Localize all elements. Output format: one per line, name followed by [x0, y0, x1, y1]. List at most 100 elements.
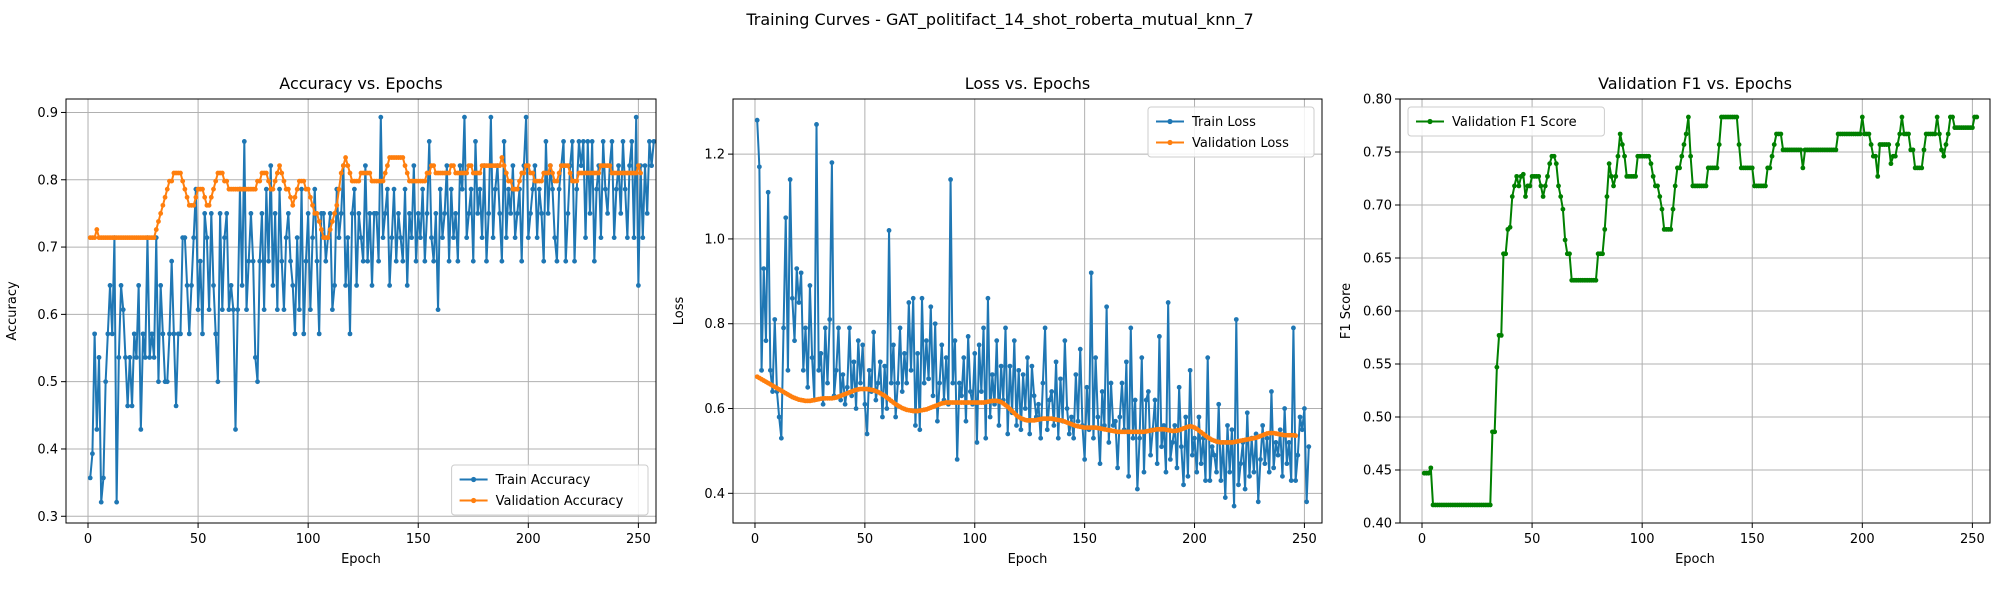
data-point [1527, 183, 1533, 189]
data-point [1214, 469, 1219, 475]
data-point [875, 380, 881, 386]
y-tick-label: 0.3 [37, 510, 58, 525]
data-point [1655, 183, 1660, 189]
data-point [536, 186, 542, 192]
data-point [983, 435, 989, 441]
data-point [860, 342, 866, 348]
data-point [1897, 131, 1903, 137]
data-point [937, 380, 942, 386]
data-point [281, 307, 287, 313]
data-point [257, 258, 263, 264]
data-point [307, 194, 313, 200]
data-point [794, 266, 800, 271]
data-point [1288, 478, 1294, 483]
data-point [360, 258, 366, 264]
data-point [1183, 414, 1189, 420]
data-point [1512, 183, 1517, 189]
data-point [329, 219, 335, 224]
data-point [1262, 461, 1268, 467]
data-point [992, 401, 997, 407]
data-point [98, 499, 104, 505]
data-point [1027, 431, 1033, 437]
data-point [1258, 457, 1263, 462]
data-point [1494, 364, 1500, 370]
data-point [926, 376, 931, 382]
y-tick-label: 1.0 [704, 232, 725, 247]
data-point [928, 304, 934, 310]
data-point [149, 331, 155, 337]
data-point [1117, 414, 1123, 420]
y-tick-label: 0.75 [1363, 146, 1392, 161]
data-point [1176, 384, 1182, 390]
data-point [855, 338, 861, 344]
data-point [840, 372, 846, 377]
legend: Train Accuracy Validation Accuracy [451, 464, 649, 516]
data-point [393, 258, 399, 264]
data-point [1225, 423, 1230, 428]
data-point [180, 178, 186, 184]
data-point [431, 163, 437, 169]
series-train-accuracy [87, 114, 656, 505]
data-point [87, 475, 93, 481]
x-tick-label: 150 [1072, 532, 1097, 547]
data-point [1540, 194, 1546, 199]
data-point [345, 163, 351, 169]
data-point [349, 211, 355, 216]
data-point [882, 363, 888, 369]
data-point [908, 367, 914, 373]
data-point [1036, 401, 1041, 407]
data-point [1174, 465, 1180, 471]
data-point [345, 235, 351, 241]
data-point [765, 189, 771, 195]
data-point [1273, 440, 1279, 445]
data-point [554, 258, 560, 264]
data-point [398, 235, 404, 241]
data-point [167, 331, 172, 337]
data-point [1198, 461, 1204, 467]
data-point [213, 331, 219, 337]
x-tick-label: 250 [1960, 532, 1985, 547]
data-point [153, 227, 159, 232]
data-point [836, 325, 841, 331]
data-point [250, 258, 256, 264]
data-point [90, 451, 95, 457]
x-tick-label: 50 [190, 532, 207, 547]
data-point [1892, 153, 1898, 159]
data-point [294, 235, 300, 241]
data-point [635, 163, 641, 169]
data-point [270, 283, 276, 288]
data-point [1736, 142, 1742, 147]
data-point [517, 178, 522, 184]
data-point [140, 331, 146, 337]
data-point [451, 235, 456, 241]
data-point [1115, 465, 1121, 471]
legend-box [1147, 106, 1315, 158]
data-point [565, 163, 571, 169]
data-point [215, 379, 221, 385]
data-point [1192, 435, 1197, 441]
data-point [228, 283, 234, 288]
data-point [252, 186, 258, 192]
data-point [545, 170, 551, 176]
data-point [1181, 482, 1186, 488]
data-point [1069, 414, 1074, 420]
data-point [233, 427, 238, 432]
data-point [644, 211, 650, 216]
legend-label: Validation Loss [1192, 136, 1289, 151]
data-point [1282, 406, 1288, 411]
data-point [651, 139, 656, 144]
data-point [1934, 114, 1940, 120]
data-point [1128, 325, 1134, 331]
data-point [1141, 469, 1147, 475]
data-point [1038, 435, 1044, 441]
data-point [303, 258, 309, 264]
data-point [1906, 131, 1911, 137]
data-point [525, 235, 531, 241]
data-point [862, 401, 868, 407]
data-point [1520, 171, 1526, 177]
data-point [1242, 486, 1248, 492]
data-point [338, 170, 344, 176]
data-point [629, 139, 635, 144]
data-point [510, 163, 516, 169]
data-point [389, 235, 395, 241]
